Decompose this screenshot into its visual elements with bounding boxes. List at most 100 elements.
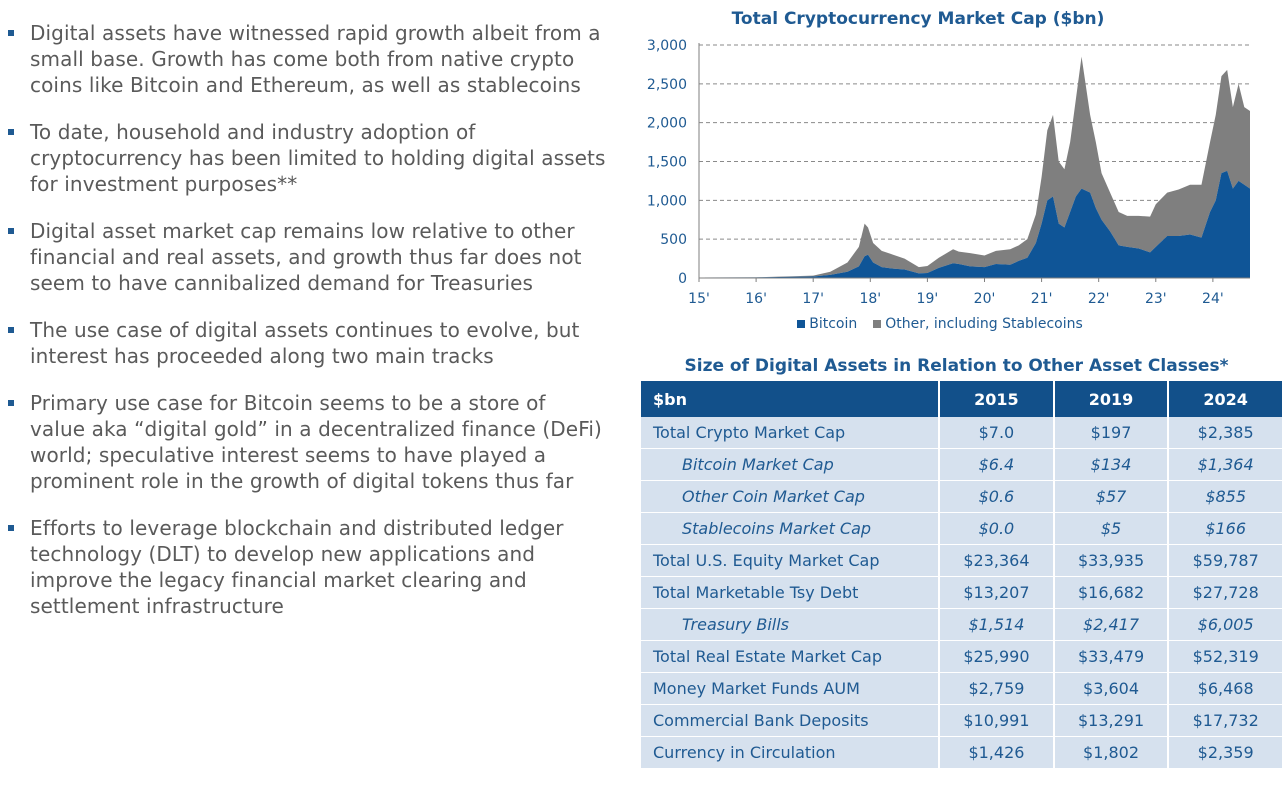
row-label: Total U.S. Equity Market Cap: [641, 544, 941, 577]
table-header-cell: 2024: [1168, 381, 1284, 417]
bullet-square-icon: [8, 30, 14, 36]
value-cell: $17,732: [1168, 704, 1284, 737]
y-tick-label: 2,000: [647, 116, 687, 132]
value-cell: $6.4: [939, 448, 1055, 481]
row-label: Other Coin Market Cap: [641, 480, 941, 513]
row-label: Bitcoin Market Cap: [641, 448, 941, 481]
value-cell: $855: [1168, 480, 1284, 513]
bullet-item: Digital assets have witnessed rapid grow…: [6, 20, 606, 98]
value-cell: $7.0: [939, 417, 1055, 449]
table-header-row: $bn 2015 2019 2024: [641, 381, 1284, 417]
value-cell: $57: [1053, 480, 1170, 513]
legend-item: Other, including Stablecoins: [873, 316, 1083, 332]
table-row: Treasury Bills $1,514 $2,417 $6,005: [641, 608, 1284, 641]
table-row: Currency in Circulation $1,426 $1,802 $2,35…: [641, 736, 1284, 769]
value-cell: $16,682: [1053, 576, 1170, 609]
value-cell: $33,479: [1053, 640, 1170, 673]
bullet-item: Digital asset market cap remains low rel…: [6, 218, 606, 296]
y-tick-label: 3,000: [647, 38, 687, 54]
table-row: Total U.S. Equity Market Cap $23,364 $33,9…: [641, 544, 1284, 577]
y-tick-label: 500: [660, 232, 687, 248]
value-cell: $13,291: [1053, 704, 1170, 737]
value-cell: $1,364: [1168, 448, 1284, 481]
table-row: Total Crypto Market Cap $7.0 $197 $2,385: [641, 417, 1284, 449]
table-row: Other Coin Market Cap $0.6 $57 $855: [641, 480, 1284, 513]
value-cell: $2,417: [1053, 608, 1170, 641]
value-cell: $52,319: [1168, 640, 1284, 673]
x-tick-label: 15': [688, 291, 710, 307]
legend-label: Other, including Stablecoins: [885, 316, 1083, 332]
x-tick-label: 22': [1088, 291, 1110, 307]
table-row: Money Market Funds AUM $2,759 $3,604 $6,468: [641, 672, 1284, 705]
y-tick-label: 1,000: [647, 193, 687, 209]
value-cell: $1,802: [1053, 736, 1170, 769]
bullet-item: Efforts to leverage blockchain and distr…: [6, 515, 606, 619]
legend-swatch-icon: [873, 320, 882, 328]
value-cell: $3,604: [1053, 672, 1170, 705]
value-cell: $6,005: [1168, 608, 1284, 641]
bullet-square-icon: [8, 400, 14, 406]
series-area-other: [699, 56, 1250, 278]
bullet-text: Primary use case for Bitcoin seems to be…: [30, 391, 602, 493]
value-cell: $1,426: [939, 736, 1055, 769]
table-header-cell: 2019: [1053, 381, 1170, 417]
value-cell: $2,385: [1168, 417, 1284, 449]
bullet-text: To date, household and industry adoption…: [30, 120, 606, 196]
series-area-bitcoin: [699, 170, 1250, 278]
bullet-square-icon: [8, 129, 14, 135]
legend-swatch-icon: [797, 320, 806, 328]
x-tick-label: 17': [802, 291, 824, 307]
row-label: Money Market Funds AUM: [641, 672, 941, 705]
table-title: Size of Digital Assets in Relation to Ot…: [684, 356, 1229, 376]
value-cell: $2,759: [939, 672, 1055, 705]
row-label: Total Crypto Market Cap: [641, 417, 941, 449]
row-label: Treasury Bills: [641, 608, 941, 641]
legend-item: Bitcoin: [797, 316, 857, 332]
x-tick-label: 16': [745, 291, 767, 307]
bullet-square-icon: [8, 327, 14, 333]
x-tick-label: 23': [1145, 291, 1167, 307]
bullet-square-icon: [8, 228, 14, 234]
bullet-text: Digital asset market cap remains low rel…: [30, 219, 582, 295]
row-label: Stablecoins Market Cap: [641, 512, 941, 545]
table-row: Bitcoin Market Cap $6.4 $134 $1,364: [641, 448, 1284, 481]
y-tick-label: 1,500: [647, 155, 687, 171]
table-row: Total Marketable Tsy Debt $13,207 $16,682 $…: [641, 576, 1284, 609]
value-cell: $0.0: [939, 512, 1055, 545]
bullet-item: Primary use case for Bitcoin seems to be…: [6, 390, 606, 494]
y-tick-label: 0: [678, 271, 687, 287]
row-label: Total Real Estate Market Cap: [641, 640, 941, 673]
row-label: Commercial Bank Deposits: [641, 704, 941, 737]
value-cell: $27,728: [1168, 576, 1284, 609]
table-header-cell: $bn: [641, 381, 941, 417]
value-cell: $25,990: [939, 640, 1055, 673]
market-cap-chart: 0 500 1,000 1,500 2,000 2,500 3,000 15' 16' 17' 18…: [647, 38, 1250, 307]
value-cell: $5: [1053, 512, 1170, 545]
table-row: Total Real Estate Market Cap $25,990 $33,4…: [641, 640, 1284, 673]
value-cell: $10,991: [939, 704, 1055, 737]
chart-legend: Bitcoin Other, including Stablecoins: [640, 316, 1240, 332]
value-cell: $197: [1053, 417, 1170, 449]
value-cell: $134: [1053, 448, 1170, 481]
x-tick-label: 18': [859, 291, 881, 307]
value-cell: $59,787: [1168, 544, 1284, 577]
x-tick-label: 20': [974, 291, 996, 307]
x-tick-label: 19': [917, 291, 939, 307]
x-tick-label: 24': [1202, 291, 1224, 307]
table-row: Commercial Bank Deposits $10,991 $13,291 $1…: [641, 704, 1284, 737]
x-tick-label: 21': [1031, 291, 1053, 307]
value-cell: $1,514: [939, 608, 1055, 641]
bullet-text: The use case of digital assets continues…: [30, 318, 580, 368]
bullet-list: Digital assets have witnessed rapid grow…: [6, 20, 606, 640]
bullet-item: The use case of digital assets continues…: [6, 317, 606, 369]
value-cell: $2,359: [1168, 736, 1284, 769]
value-cell: $33,935: [1053, 544, 1170, 577]
row-label: Total Marketable Tsy Debt: [641, 576, 941, 609]
bullet-square-icon: [8, 525, 14, 531]
table-header-cell: 2015: [939, 381, 1055, 417]
asset-class-table: $bn 2015 2019 2024 Total Crypto Market Cap $…: [641, 381, 1284, 769]
value-cell: $13,207: [939, 576, 1055, 609]
table-row: Stablecoins Market Cap $0.0 $5 $166: [641, 512, 1284, 545]
value-cell: $0.6: [939, 480, 1055, 513]
row-label: Currency in Circulation: [641, 736, 941, 769]
